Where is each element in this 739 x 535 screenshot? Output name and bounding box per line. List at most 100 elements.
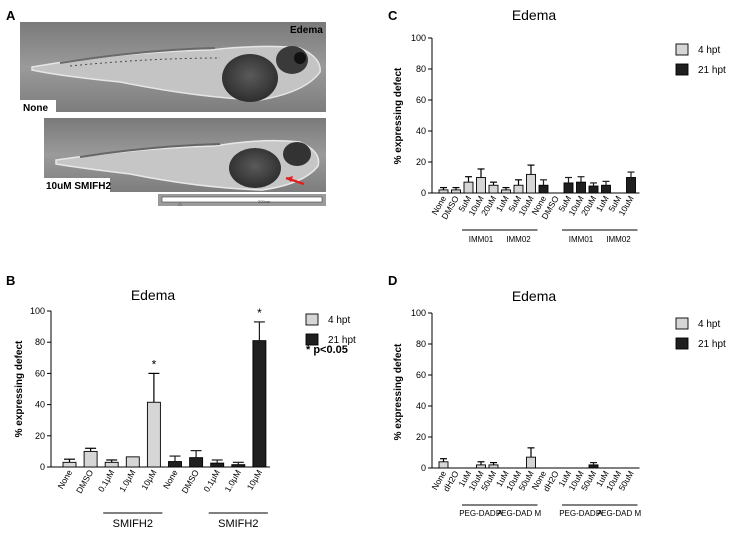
micrograph-smifh2: 10uM SMIFH2 — [44, 118, 326, 192]
panel-c-letter: C — [388, 8, 398, 23]
panel-b-category-label: None — [161, 468, 180, 491]
panel-b-category-label: DMSO — [179, 468, 201, 495]
panel-c-bar — [588, 185, 599, 194]
panel-c-ytick-label: 40 — [416, 126, 426, 136]
panel-c-bar — [526, 173, 536, 194]
panel-d-legend-swatch — [675, 337, 689, 350]
panel-b-bar — [62, 461, 77, 468]
panel-d-letter: D — [388, 273, 397, 288]
panel-b-legend-label: 4 hpt — [328, 315, 350, 326]
panel-b-chart: B Edema % expressing defect * p<0.05 0 20… — [6, 273, 356, 530]
panel-d-ytick-label: 80 — [416, 339, 426, 349]
panel-d-bar — [526, 456, 536, 469]
panel-d-ylabel: % expressing defect — [393, 343, 404, 440]
panel-b-group-label: SMIFH2 — [218, 518, 258, 530]
micrograph-none: Edema None — [20, 22, 326, 114]
panel-c-bar — [488, 184, 499, 194]
label-none: None — [23, 103, 48, 114]
panel-c-bar — [476, 177, 486, 194]
panel-b-bar — [146, 401, 161, 468]
panel-d-ytick-label: 0 — [421, 463, 426, 473]
panel-d-title: Edema — [512, 288, 557, 304]
panel-b-ytick-label: 20 — [35, 431, 45, 441]
panel-b-ytick-label: 80 — [35, 337, 45, 347]
panel-b-bar — [252, 340, 267, 468]
panel-b-group-label: SMIFH2 — [113, 518, 153, 530]
panel-d-bar — [438, 461, 449, 469]
panel-b-bar — [231, 464, 246, 468]
panel-b-category-label: 1.0μM — [117, 468, 138, 494]
panel-c-legend-swatch — [675, 43, 689, 56]
panel-b-category-label: 10μM — [245, 468, 264, 492]
panel-b-ytick-label: 0 — [40, 462, 45, 472]
panel-d-bar — [588, 464, 599, 469]
panel-b-category-label: DMSO — [74, 468, 96, 495]
panel-d-legend-label: 21 hpt — [698, 339, 726, 350]
panel-b-legend-swatch — [305, 333, 319, 346]
panel-c-bar — [513, 184, 524, 194]
panel-c-bar — [563, 182, 574, 194]
panel-d-group-label: PEG-DAD M — [496, 509, 542, 518]
panel-d-bar — [476, 464, 486, 469]
panel-b-bar — [83, 450, 98, 468]
panel-c-title: Edema — [512, 7, 557, 23]
panel-d-ytick-label: 20 — [416, 432, 426, 442]
panel-b-category-label: 0.1μM — [96, 468, 117, 494]
label-smifh2: 10uM SMIFH2 — [46, 181, 111, 192]
panel-b-significance-mark: * — [152, 357, 157, 371]
panel-c-ytick-label: 100 — [411, 33, 426, 43]
panel-b-ylabel: % expressing defect — [14, 340, 25, 437]
panel-d-ytick-label: 40 — [416, 401, 426, 411]
panel-b-title: Edema — [131, 287, 176, 303]
panel-c-bar — [626, 177, 636, 194]
panel-b-category-label: 1.0μM — [222, 468, 243, 494]
panel-b-category-label: None — [55, 468, 74, 491]
panel-c-ytick-label: 0 — [421, 188, 426, 198]
panel-b-category-label: 0.1μM — [201, 468, 222, 494]
panel-b-bar — [189, 457, 204, 468]
panel-d-group-label: PEG-DAD A — [459, 509, 503, 518]
panel-c-bar — [538, 184, 549, 194]
panel-b-bar — [168, 461, 182, 468]
panel-c-group-label: IMM01 — [469, 235, 494, 244]
panel-b-bar — [104, 461, 119, 468]
panel-c-chart: C Edema % expressing defect 0 20 40 60 80 100… — [388, 7, 726, 244]
panel-c-legend-label: 21 hpt — [698, 65, 726, 76]
panel-c-bar — [501, 189, 511, 194]
scale-bar: 200um ⌂ — [158, 194, 326, 208]
panel-c-legend-label: 4 hpt — [698, 45, 720, 56]
panel-d-bar — [488, 464, 499, 469]
panel-b-category-label: 10μM — [139, 468, 158, 492]
panel-b-bar — [125, 456, 140, 468]
panel-c-legend-swatch — [675, 63, 689, 76]
panel-c-group-label: IMM02 — [606, 235, 631, 244]
panel-d-ytick-label: 60 — [416, 370, 426, 380]
panel-d-chart: D Edema % expressing defect 0 20 40 60 80 100… — [388, 273, 726, 518]
panel-c-group-label: IMM02 — [506, 235, 531, 244]
panel-d-group-label: PEG-DAD M — [596, 509, 642, 518]
panel-c-bar — [463, 181, 474, 194]
panel-b-letter: B — [6, 273, 15, 288]
panel-c-bar — [576, 181, 586, 194]
panel-b-ytick-label: 60 — [35, 368, 45, 378]
panel-c-ytick-label: 20 — [416, 157, 426, 167]
panel-b-bar — [210, 462, 225, 468]
panel-c-ylabel: % expressing defect — [393, 67, 404, 164]
panel-b-legend-swatch — [305, 313, 319, 326]
panel-d-group-label: PEG-DAD A — [559, 509, 603, 518]
panel-a: A Edema None 10uM SMIFH2 — [6, 8, 326, 208]
panel-a-letter: A — [6, 8, 16, 23]
panel-a-title: Edema — [290, 25, 323, 36]
panel-b-ytick-label: 40 — [35, 400, 45, 410]
panel-d-ytick-label: 100 — [411, 308, 426, 318]
panel-b-note: * p<0.05 — [306, 344, 348, 356]
panel-c-ytick-label: 60 — [416, 95, 426, 105]
panel-c-ytick-label: 80 — [416, 64, 426, 74]
panel-c-bar — [601, 184, 611, 194]
panel-d-legend-label: 4 hpt — [698, 319, 720, 330]
panel-c-group-label: IMM01 — [569, 235, 594, 244]
panel-c-bar — [451, 189, 461, 194]
panel-b-significance-mark: * — [257, 306, 262, 320]
panel-c-bar — [438, 189, 449, 194]
